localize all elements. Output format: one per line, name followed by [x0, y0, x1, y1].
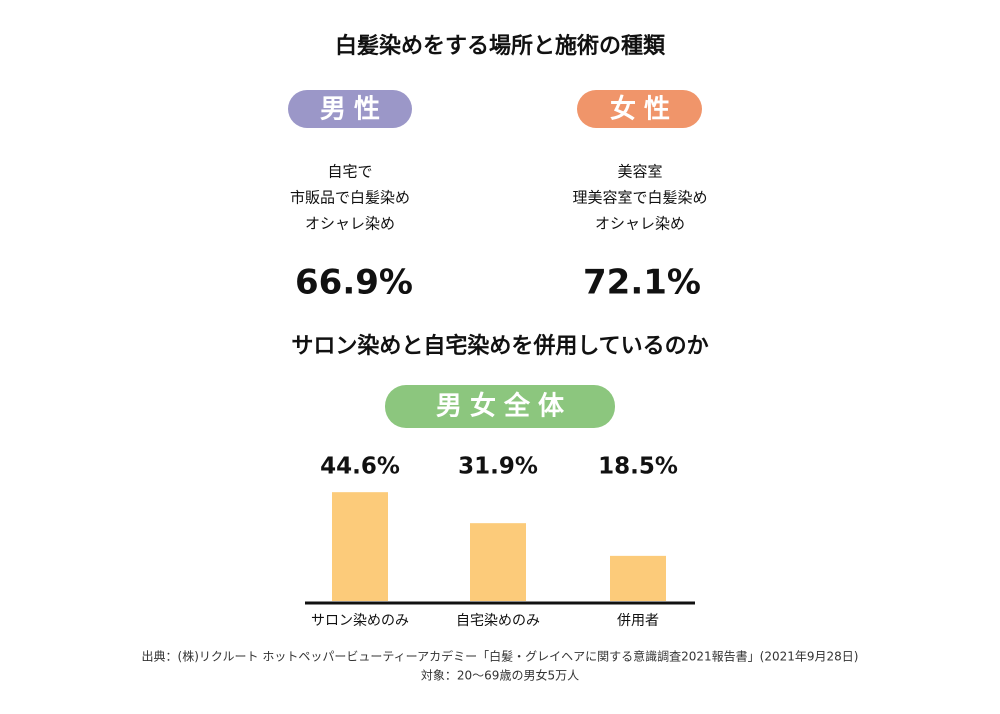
men-pill: [288, 90, 412, 128]
target: 対象：20〜69歳の男女5万人: [421, 668, 579, 683]
men-line: 自宅で: [327, 163, 372, 181]
women-percent: 72.1%: [583, 263, 701, 303]
men-line: 市販品で白髪染め: [290, 189, 410, 207]
section-title: サロン染めと自宅染めを併用しているのか: [291, 333, 708, 359]
bar: [470, 523, 526, 601]
women-line: 美容室: [617, 163, 662, 181]
women-label: 女性: [610, 94, 678, 125]
value-label: 31.9%: [458, 454, 538, 480]
men-line: オシャレ染め: [305, 215, 395, 233]
bar: [332, 492, 388, 601]
total-pill: [385, 385, 615, 428]
chart-title: 男女全体: [436, 391, 572, 422]
category-label: 自宅染めのみ: [456, 613, 540, 629]
women-line: オシャレ染め: [595, 215, 685, 233]
men-percent: 66.9%: [295, 263, 413, 303]
women-pill: [577, 90, 702, 128]
men-label: 男性: [320, 95, 388, 125]
value-label: 18.5%: [598, 454, 678, 480]
bar: [610, 555, 666, 601]
source: 出典：(株)リクルート ホットペッパービューティーアカデミー「白髪・グレイヘアに…: [142, 649, 859, 664]
value-label: 44.6%: [320, 454, 400, 480]
women-line: 理美容室で白髪染め: [572, 189, 707, 207]
category-label: 併用者: [617, 613, 659, 629]
category-label: サロン染めのみ: [311, 613, 409, 629]
title: 白髪染めをする場所と施術の種類: [335, 33, 666, 59]
